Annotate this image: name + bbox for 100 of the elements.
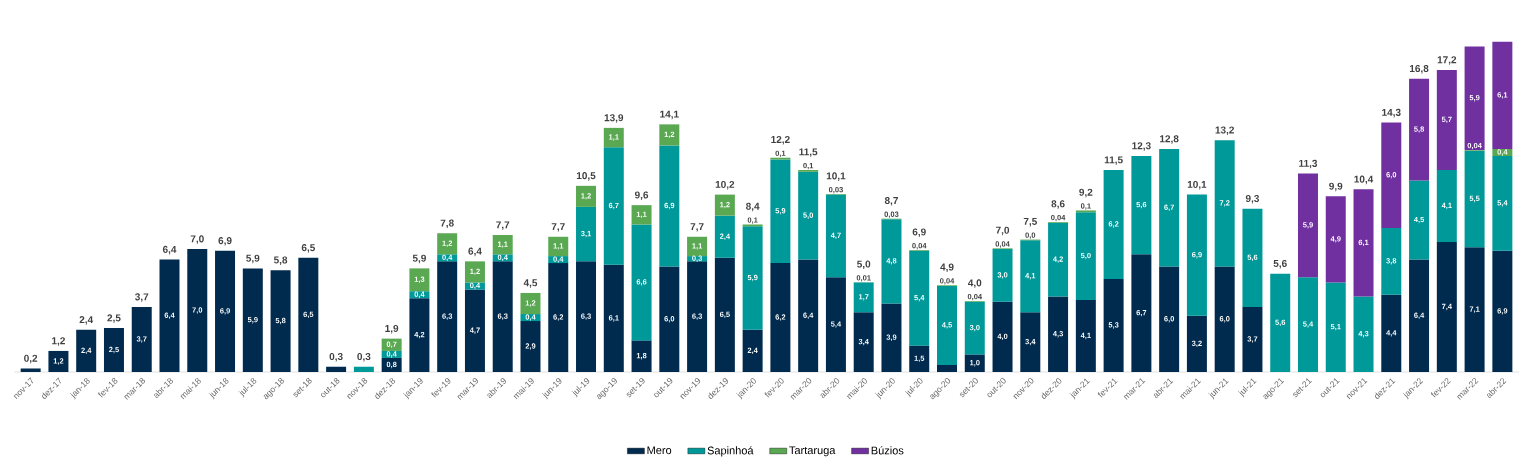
bar (548, 236, 569, 257)
total-label: 7,0 (996, 226, 1010, 236)
bar (881, 303, 902, 372)
total-label: 5,0 (857, 260, 871, 270)
bar (1159, 148, 1180, 267)
bar (1297, 277, 1318, 372)
total-label: 10,4 (1354, 175, 1374, 185)
bar (798, 259, 819, 372)
bar (409, 298, 430, 372)
total-label: 6,9 (912, 228, 926, 237)
bar (1131, 254, 1152, 372)
total-label: 6,4 (468, 247, 482, 257)
bar (937, 285, 957, 365)
bar (631, 205, 652, 225)
bar (187, 249, 208, 372)
bar (603, 147, 624, 265)
total-label: 10,1 (826, 172, 846, 181)
total-label: 10,1 (1187, 180, 1207, 190)
bar (1214, 140, 1235, 267)
bar (964, 354, 985, 372)
bar (1464, 46, 1485, 150)
bar (714, 257, 735, 372)
bar (937, 364, 957, 372)
bar (1214, 266, 1235, 372)
total-label: 0,2 (24, 354, 38, 364)
bar (659, 145, 680, 267)
bar (659, 124, 680, 146)
bar (1409, 78, 1430, 181)
total-label: 17,2 (1437, 56, 1457, 65)
total-label: 6,9 (218, 237, 232, 246)
bar (798, 171, 819, 260)
bar (381, 357, 402, 372)
total-label: 11,5 (799, 148, 818, 157)
bar (659, 266, 680, 372)
bar (881, 219, 902, 304)
total-label: 5,9 (246, 254, 260, 264)
bar (742, 329, 763, 372)
bar (576, 261, 597, 372)
bar (1242, 307, 1263, 372)
bar (437, 233, 458, 255)
bar (1186, 315, 1207, 372)
bar (1159, 266, 1180, 372)
bar (687, 261, 708, 372)
total-label: 11,3 (1299, 159, 1318, 169)
bar (131, 307, 152, 372)
bar (103, 328, 124, 372)
total-label: 16,8 (1409, 64, 1429, 74)
bar (520, 292, 541, 315)
bar (242, 268, 263, 372)
bar (20, 368, 41, 372)
total-label: 13,2 (1215, 126, 1235, 135)
total-label: 5,6 (1273, 259, 1287, 269)
bar (1464, 150, 1485, 248)
total-label: 11,5 (1104, 156, 1123, 165)
bar (76, 329, 97, 372)
bar (353, 366, 374, 372)
bar (492, 235, 513, 255)
bar (1325, 282, 1346, 372)
bar (631, 340, 652, 372)
bar (1409, 259, 1430, 372)
total-label: 4,5 (523, 279, 538, 288)
total-label: 10,2 (715, 180, 735, 190)
total-label: 2,4 (79, 316, 94, 325)
bar (548, 263, 569, 372)
legend-label: Mero (647, 446, 672, 455)
total-label: 3,7 (135, 293, 149, 302)
bar (1270, 273, 1291, 372)
total-label: 6,5 (301, 244, 316, 253)
bar (215, 250, 236, 372)
bar (631, 224, 652, 341)
total-label: 9,9 (1329, 182, 1343, 192)
total-label: 7,7 (690, 223, 704, 232)
bar (742, 226, 763, 330)
bar (1048, 296, 1069, 372)
bar (603, 127, 624, 148)
bar (964, 301, 985, 355)
bar (853, 312, 874, 372)
bar (326, 366, 347, 372)
bar (1020, 312, 1041, 372)
bar (853, 282, 874, 313)
bar (825, 277, 846, 372)
total-label: 7,8 (440, 219, 454, 229)
bar (409, 268, 430, 292)
legend-label: Tartaruga (789, 446, 836, 457)
bar (520, 321, 541, 372)
total-label: 7,5 (1023, 217, 1037, 227)
total-label: 13,9 (604, 114, 624, 123)
bar (825, 194, 846, 278)
total-label: 7,7 (496, 221, 510, 230)
total-label: 5,8 (273, 256, 288, 265)
bar (1103, 278, 1124, 372)
total-label: 9,2 (1079, 188, 1093, 198)
total-label: 14,1 (660, 110, 679, 120)
bar (992, 301, 1013, 372)
bar (687, 236, 708, 257)
bar (1020, 240, 1041, 313)
total-label: 2,5 (107, 314, 121, 323)
bar (1075, 212, 1096, 300)
bar (1464, 247, 1485, 372)
bar (1131, 155, 1152, 255)
